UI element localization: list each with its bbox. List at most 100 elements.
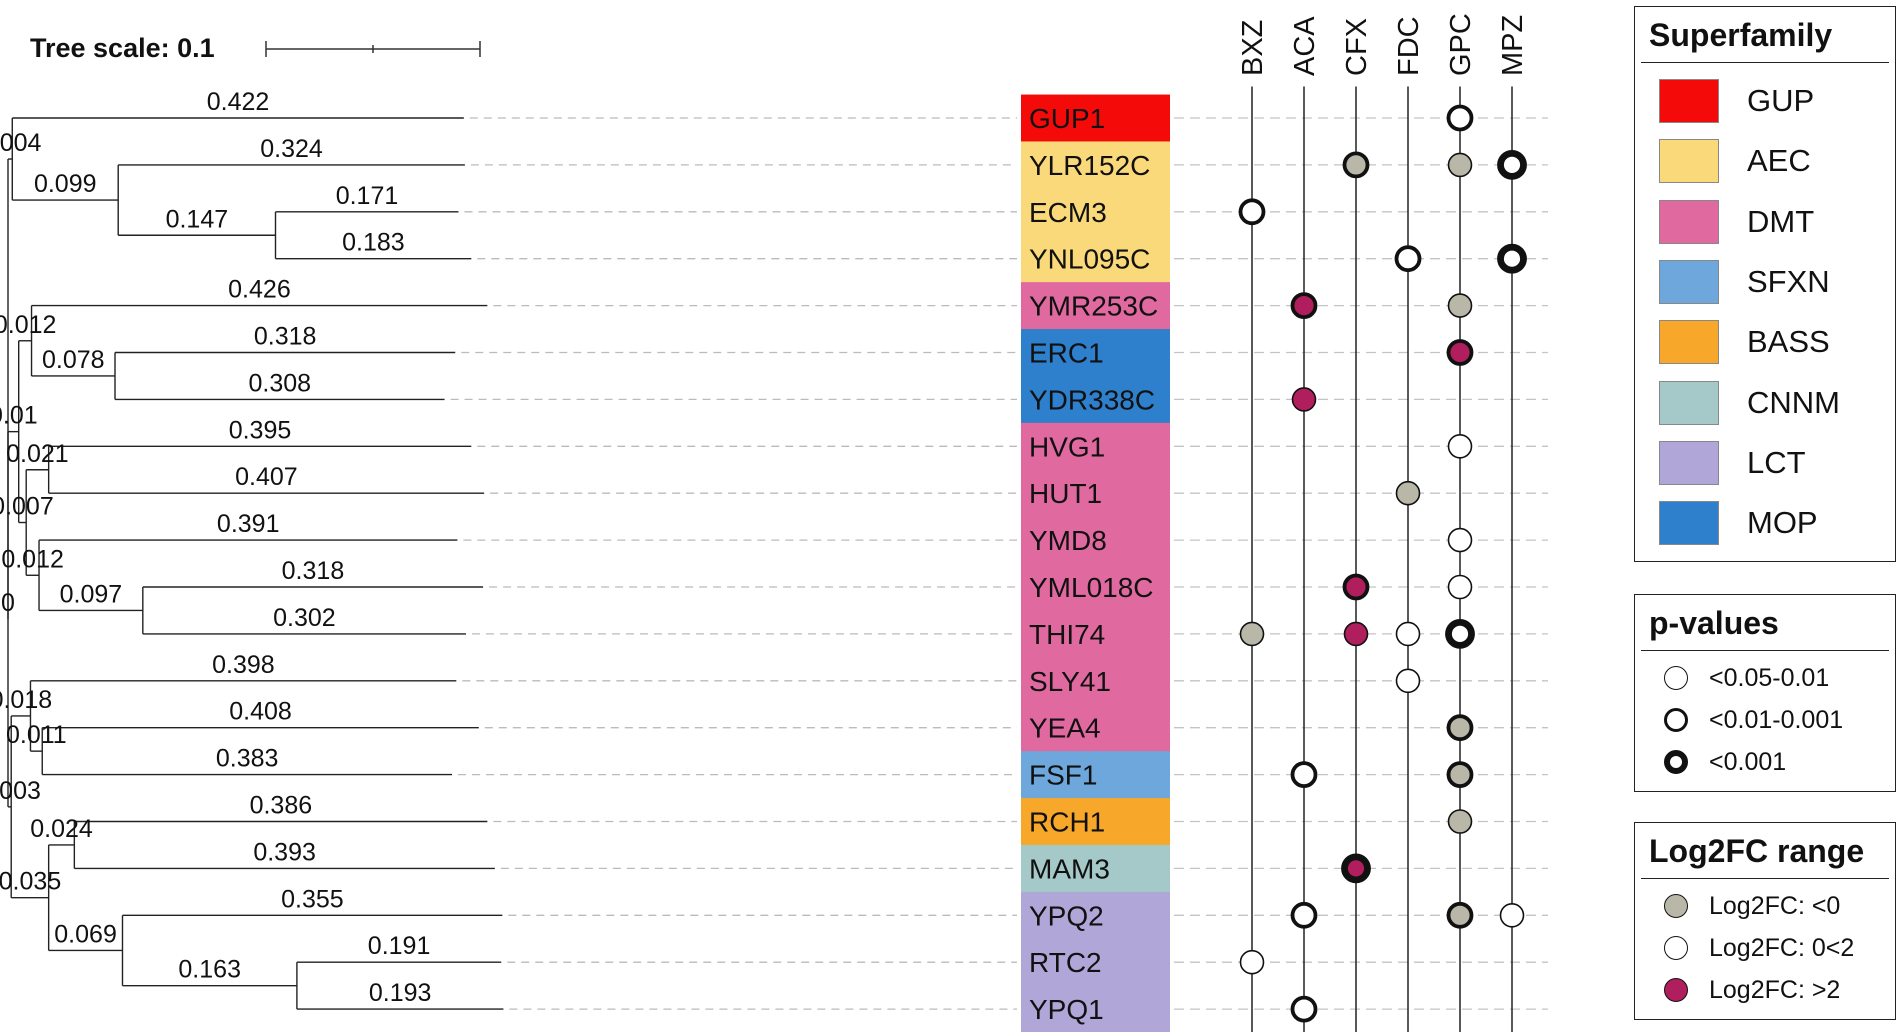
- branch-length-label: 0.183: [342, 229, 405, 257]
- significance-marker: [1395, 480, 1421, 506]
- superfamily-legend-item: MOP: [1635, 493, 1895, 553]
- branch-length-label: 0.035: [0, 868, 61, 896]
- log2fc-legend-items: Log2FC: <0 Log2FC: 0<2 Log2FC: >2: [1635, 879, 1895, 1011]
- superfamily-legend-item: GUP: [1635, 71, 1895, 131]
- branch-length-label: 0: [1, 589, 15, 617]
- log2fc-dot-icon: [1657, 936, 1695, 960]
- condition-label: CFX: [1341, 18, 1373, 76]
- significance-marker: [1290, 761, 1318, 788]
- superfamily-legend-label: GUP: [1747, 83, 1815, 119]
- superfamily-legend-label: BASS: [1747, 324, 1830, 360]
- color-swatch: [1659, 79, 1719, 124]
- pvalue-legend-item: <0.01-0.001: [1635, 699, 1895, 741]
- branch-length-label: 0.004: [0, 129, 42, 157]
- legend-divider: [1641, 62, 1889, 63]
- taxon-color-block: [1021, 985, 1170, 1032]
- significance-markers: [1238, 104, 1527, 1023]
- superfamily-legend-item: AEC: [1635, 131, 1895, 191]
- significance-marker: [1395, 621, 1421, 647]
- taxon-color-block: [1021, 422, 1170, 471]
- significance-marker: [1341, 853, 1371, 884]
- superfamily-legend-item: BASS: [1635, 312, 1895, 372]
- branch-length-label: 0.01: [0, 402, 38, 430]
- significance-marker: [1342, 573, 1370, 601]
- branch-length-label: 0.078: [42, 346, 105, 374]
- taxon-label: ECM3: [1029, 197, 1107, 228]
- branch-length-labels: 0.004 0.422 0.099 0.324 0.147 0.171 0.183 0 0.01…: [0, 88, 431, 1007]
- taxon-label: YNL095C: [1029, 244, 1150, 275]
- branch-length-label: 0.407: [235, 463, 298, 491]
- branch-length-label: 0.011: [6, 721, 67, 749]
- taxon-label: FSF1: [1029, 760, 1097, 791]
- taxon-label: SLY41: [1029, 666, 1111, 697]
- pvalue-legend-items: <0.05-0.01 <0.01-0.001 <0.001: [1635, 651, 1895, 783]
- taxon-color-block: [1021, 235, 1170, 283]
- pvalue-ring-icon: [1657, 708, 1695, 732]
- branch-length-label: 0.308: [248, 369, 311, 397]
- taxon-label: THI74: [1029, 619, 1105, 650]
- taxon-color-block: [1021, 844, 1170, 893]
- superfamily-legend-title: Superfamily: [1649, 17, 1833, 53]
- branch-length-label: 0.147: [166, 205, 229, 233]
- log2fc-legend-label: Log2FC: <0: [1709, 891, 1841, 920]
- condition-label: MPZ: [1497, 15, 1529, 76]
- taxon-label: YDR338C: [1029, 384, 1155, 415]
- significance-marker: [1446, 339, 1474, 366]
- superfamily-legend-item: SFXN: [1635, 252, 1895, 312]
- superfamily-legend-items: GUP AEC DMT SFXN BASS CNNM LCT MOP: [1635, 63, 1895, 553]
- color-swatch: [1659, 199, 1719, 244]
- branch-length-label: 0.171: [336, 182, 399, 210]
- superfamily-legend: Superfamily GUP AEC DMT SFXN BASS CNNM LCT MOP: [1634, 6, 1896, 562]
- log2fc-legend-item: Log2FC: <0: [1635, 885, 1895, 927]
- significance-marker: [1447, 574, 1473, 600]
- superfamily-legend-label: AEC: [1747, 143, 1811, 179]
- taxon-color-block: [1021, 751, 1170, 799]
- taxon-color-block: [1021, 657, 1170, 705]
- taxon-label: RTC2: [1029, 947, 1102, 978]
- branch-length-label: 0.422: [207, 88, 270, 116]
- significance-marker: [1446, 901, 1474, 929]
- branch-length-label: 0.007: [0, 493, 54, 521]
- pvalue-legend-item: <0.05-0.01: [1635, 657, 1895, 699]
- significance-marker: [1395, 668, 1421, 694]
- taxon-color-block: [1021, 704, 1170, 752]
- significance-marker: [1290, 292, 1318, 320]
- taxon-color-block: [1021, 282, 1170, 330]
- taxon-label: GUP1: [1029, 103, 1105, 134]
- taxon-label: YPQ2: [1029, 900, 1104, 931]
- taxon-color-block: [1021, 375, 1170, 424]
- taxon-color-block: [1021, 516, 1170, 565]
- superfamily-legend-label: CNNM: [1747, 384, 1840, 420]
- color-swatch: [1659, 440, 1719, 485]
- significance-marker: [1290, 995, 1318, 1023]
- superfamily-legend-label: LCT: [1747, 444, 1806, 480]
- taxon-label: MAM3: [1029, 853, 1110, 884]
- significance-marker: [1238, 198, 1266, 226]
- log2fc-legend-label: Log2FC: 0<2: [1709, 933, 1855, 962]
- taxon-color-block: [1021, 891, 1170, 940]
- taxon-color-block: [1021, 563, 1170, 612]
- taxon-label: RCH1: [1029, 807, 1105, 838]
- taxon-label: YLR152C: [1029, 150, 1150, 181]
- taxon-color-block: [1021, 329, 1170, 377]
- significance-marker: [1447, 293, 1473, 318]
- significance-marker: [1497, 243, 1527, 274]
- color-swatch: [1659, 260, 1719, 305]
- color-swatch: [1659, 380, 1719, 425]
- log2fc-legend-item: Log2FC: 0<2: [1635, 927, 1895, 969]
- log2fc-legend-label: Log2FC: >2: [1709, 975, 1841, 1004]
- significance-marker: [1446, 104, 1474, 132]
- branch-length-label: 0.386: [250, 792, 313, 820]
- taxon-label: HVG1: [1029, 431, 1105, 462]
- legend-divider: [1641, 878, 1889, 879]
- taxon-color-block: [1021, 141, 1170, 189]
- branch-length-label: 0.163: [178, 956, 241, 984]
- significance-marker: [1446, 761, 1474, 788]
- branch-length-label: 0.393: [253, 838, 316, 866]
- phylogenetic-tree-figure: Tree scale: 0.1 0.004 0.422 0.099 0.324 0.14…: [0, 13, 1548, 1032]
- significance-marker: [1447, 527, 1473, 553]
- pvalue-legend-item: <0.001: [1635, 741, 1895, 783]
- significance-marker: [1499, 902, 1525, 928]
- branch-length-label: 0.012: [0, 311, 56, 339]
- dashed-guides: [450, 117, 1548, 1010]
